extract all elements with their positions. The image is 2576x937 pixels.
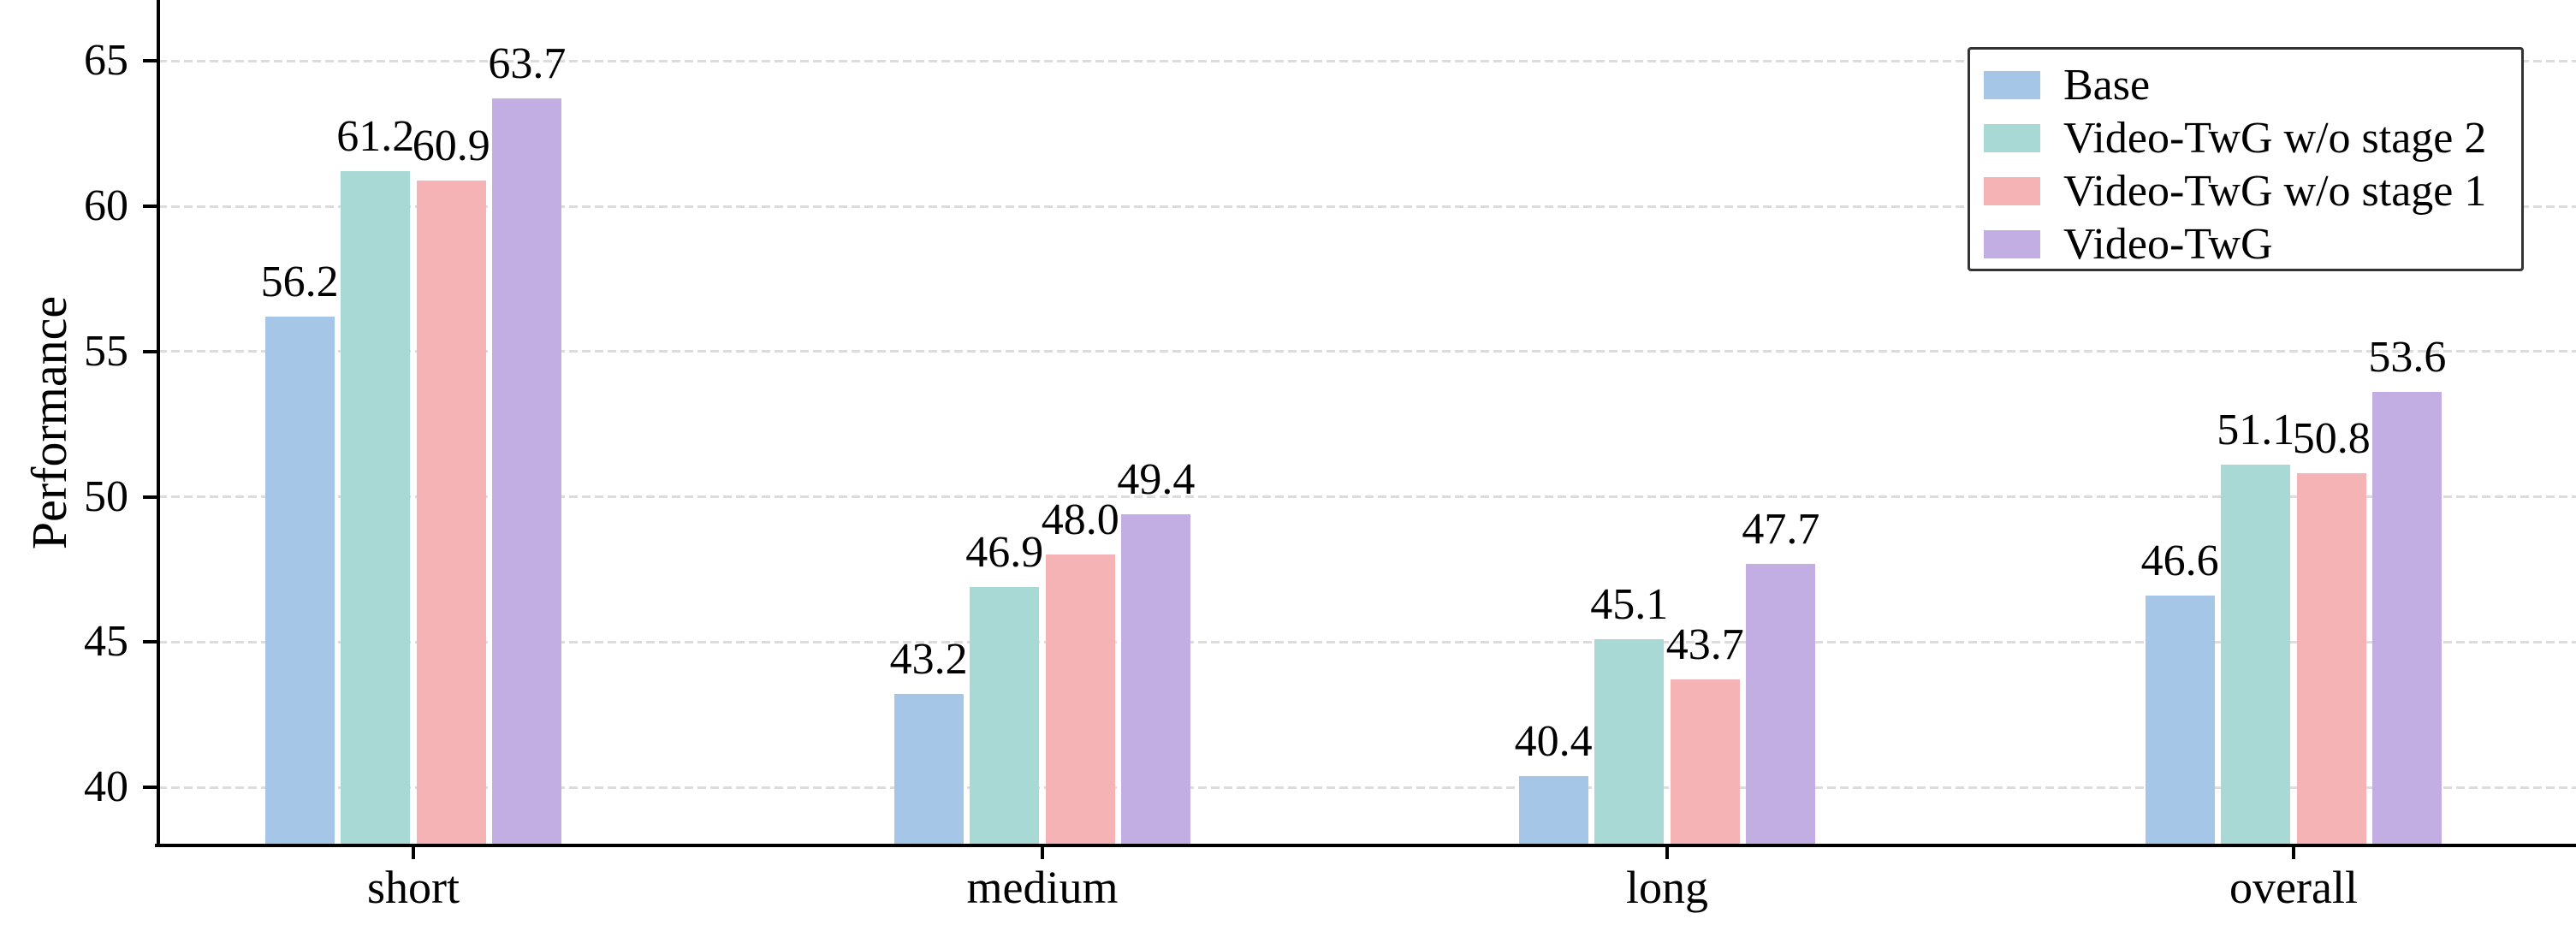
bar-value-label: 49.4 xyxy=(1117,454,1196,504)
bar xyxy=(1121,513,1191,844)
bar-value-label: 43.7 xyxy=(1665,620,1744,670)
bar xyxy=(1518,775,1588,844)
x-tick-mark xyxy=(412,847,415,859)
bar xyxy=(1746,563,1816,844)
y-axis-spine xyxy=(157,0,160,847)
bar-value-label: 40.4 xyxy=(1514,716,1593,766)
gridline xyxy=(158,59,2576,62)
bar xyxy=(970,586,1040,844)
bar-value-label: 60.9 xyxy=(412,121,490,170)
y-tick-mark xyxy=(143,640,157,644)
bar xyxy=(2296,473,2366,844)
gridline xyxy=(158,205,2576,208)
bar-value-label: 45.1 xyxy=(1590,579,1669,629)
x-tick-mark xyxy=(1665,847,1669,859)
bar-value-label: 61.2 xyxy=(336,112,415,162)
y-tick-label: 60 xyxy=(84,181,128,231)
y-tick-label: 45 xyxy=(84,617,128,667)
legend-swatch xyxy=(1984,176,2040,205)
x-tick-mark xyxy=(2292,847,2295,859)
legend-item-label: Base xyxy=(2063,60,2151,110)
gridline xyxy=(158,786,2576,789)
y-tick-mark xyxy=(143,59,157,63)
plot-area: 56.2 61.2 60.9 63.7 43.2 46.9 48.0 49.4 40.4 45.1… xyxy=(143,0,2576,859)
legend-item: Video-TwG xyxy=(1970,217,2521,270)
bar xyxy=(1670,679,1740,844)
bar xyxy=(2145,596,2215,844)
bar xyxy=(492,98,562,844)
bar xyxy=(1045,554,1115,844)
x-category-label: medium xyxy=(966,862,1119,913)
bar-value-label: 47.7 xyxy=(1742,504,1820,554)
bar xyxy=(893,694,964,844)
bar xyxy=(2372,392,2442,844)
y-tick-mark xyxy=(143,205,157,209)
bar xyxy=(341,171,411,844)
bar-value-label: 63.7 xyxy=(488,39,567,89)
bar xyxy=(1594,638,1665,844)
legend-item: Video-TwG w/o stage 1 xyxy=(1970,164,2521,217)
bar xyxy=(264,317,335,844)
legend-item: Video-TwG w/o stage 2 xyxy=(1970,111,2521,164)
legend: Base Video-TwG w/o stage 2 Video-TwG w/o s… xyxy=(1968,47,2524,271)
bar-value-label: 43.2 xyxy=(889,635,968,685)
legend-item: Base xyxy=(1970,58,2521,111)
legend-swatch xyxy=(1984,123,2040,152)
bar-value-label: 46.9 xyxy=(965,527,1044,577)
legend-swatch xyxy=(1984,70,2040,99)
y-tick-mark xyxy=(143,349,157,353)
legend-item-label: Video-TwG xyxy=(2063,219,2273,269)
y-tick-label: 40 xyxy=(84,762,128,812)
x-category-label: long xyxy=(1625,862,1708,913)
bar-value-label: 51.1 xyxy=(2217,406,2295,455)
bar xyxy=(416,180,486,844)
y-tick-label: 65 xyxy=(84,36,128,86)
gridline xyxy=(158,350,2576,353)
y-tick-mark xyxy=(143,786,157,790)
legend-item-label: Video-TwG w/o stage 1 xyxy=(2063,166,2487,216)
bar-value-label: 56.2 xyxy=(260,258,339,307)
y-axis-label: Performance xyxy=(21,295,77,550)
bar xyxy=(2221,465,2291,844)
legend-swatch xyxy=(1984,229,2040,258)
x-tick-mark xyxy=(1041,847,1044,859)
legend-item-label: Video-TwG w/o stage 2 xyxy=(2063,113,2487,163)
x-category-label: short xyxy=(367,862,460,913)
bar-value-label: 53.6 xyxy=(2368,333,2447,383)
y-tick-label: 50 xyxy=(84,471,128,521)
bar-value-label: 50.8 xyxy=(2292,414,2371,464)
gridline xyxy=(158,640,2576,643)
bar-value-label: 48.0 xyxy=(1041,495,1119,545)
y-tick-label: 55 xyxy=(84,326,128,376)
gridline xyxy=(158,495,2576,499)
x-axis-spine xyxy=(155,844,2576,847)
x-category-label: overall xyxy=(2229,862,2358,913)
bar-value-label: 46.6 xyxy=(2140,537,2219,585)
y-tick-mark xyxy=(143,495,157,499)
